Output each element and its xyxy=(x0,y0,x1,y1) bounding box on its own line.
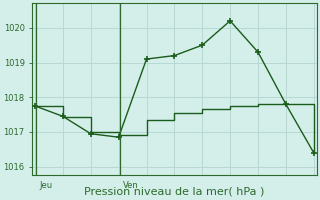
Text: Jeu: Jeu xyxy=(39,181,52,190)
Text: Ven: Ven xyxy=(123,181,139,190)
X-axis label: Pression niveau de la mer( hPa ): Pression niveau de la mer( hPa ) xyxy=(84,187,265,197)
